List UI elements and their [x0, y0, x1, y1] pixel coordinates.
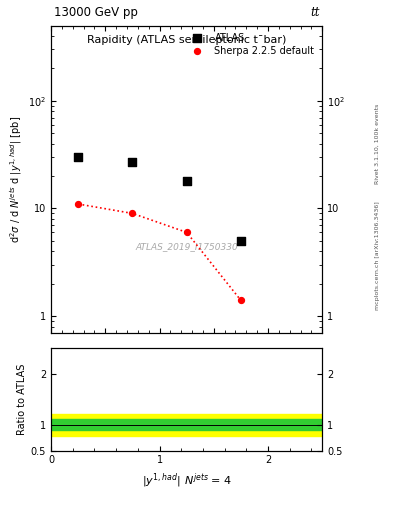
Legend: ATLAS, Sherpa 2.2.5 default: ATLAS, Sherpa 2.2.5 default	[184, 30, 318, 59]
Y-axis label: Ratio to ATLAS: Ratio to ATLAS	[17, 364, 27, 435]
Sherpa 2.2.5 default	[129, 209, 136, 218]
Text: 13000 GeV pp: 13000 GeV pp	[54, 7, 138, 19]
Bar	[51, 419, 322, 430]
Sherpa 2.2.5 default	[238, 296, 244, 305]
Sherpa 2.2.5 default	[184, 228, 190, 237]
Text: tt: tt	[310, 7, 320, 19]
Text: ATLAS_2019_I1750330: ATLAS_2019_I1750330	[135, 242, 238, 251]
ATLAS	[184, 177, 190, 185]
Text: mcplots.cern.ch [arXiv:1306.3436]: mcplots.cern.ch [arXiv:1306.3436]	[375, 202, 380, 310]
Text: Rivet 3.1.10, 100k events: Rivet 3.1.10, 100k events	[375, 103, 380, 183]
ATLAS	[75, 153, 81, 161]
Y-axis label: d$^2\sigma$ / d $N^{jets}$ d $|y^{1,had}|$ [pb]: d$^2\sigma$ / d $N^{jets}$ d $|y^{1,had}…	[8, 116, 24, 243]
ATLAS	[129, 158, 136, 166]
X-axis label: $|y^{1,had}|$ $N^{jets}$ = 4: $|y^{1,had}|$ $N^{jets}$ = 4	[141, 471, 232, 489]
Bar	[51, 414, 322, 436]
Text: Rapidity (ATLAS semileptonic t¯bar): Rapidity (ATLAS semileptonic t¯bar)	[87, 35, 286, 45]
ATLAS	[238, 237, 244, 245]
Sherpa 2.2.5 default	[75, 200, 81, 208]
